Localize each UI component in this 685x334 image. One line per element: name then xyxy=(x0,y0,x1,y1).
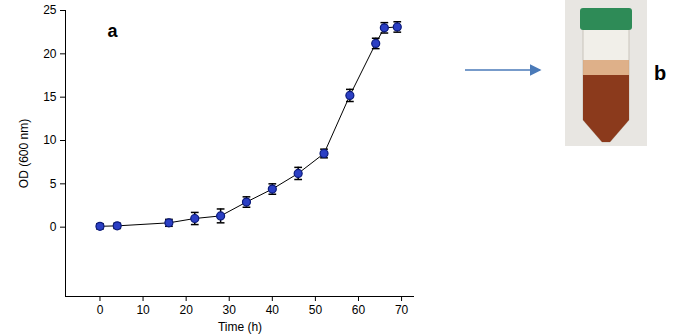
svg-text:0: 0 xyxy=(50,220,57,234)
svg-text:60: 60 xyxy=(352,303,366,317)
svg-text:70: 70 xyxy=(395,303,409,317)
svg-text:20: 20 xyxy=(179,303,193,317)
svg-text:0: 0 xyxy=(97,303,104,317)
html-text:b: b xyxy=(654,62,667,84)
svg-text:25: 25 xyxy=(43,3,57,17)
svg-text:20: 20 xyxy=(43,47,57,61)
svg-text:Time (h): Time (h) xyxy=(218,320,262,334)
svg-text:10: 10 xyxy=(43,133,57,147)
svg-text:OD (600 nm): OD (600 nm) xyxy=(17,119,31,188)
svg-text:40: 40 xyxy=(266,303,280,317)
svg-text:15: 15 xyxy=(43,90,57,104)
svg-text:30: 30 xyxy=(223,303,237,317)
svg-text:50: 50 xyxy=(309,303,323,317)
svg-text:5: 5 xyxy=(50,177,57,191)
svg-text:10: 10 xyxy=(136,303,150,317)
svg-text:a: a xyxy=(108,21,119,41)
